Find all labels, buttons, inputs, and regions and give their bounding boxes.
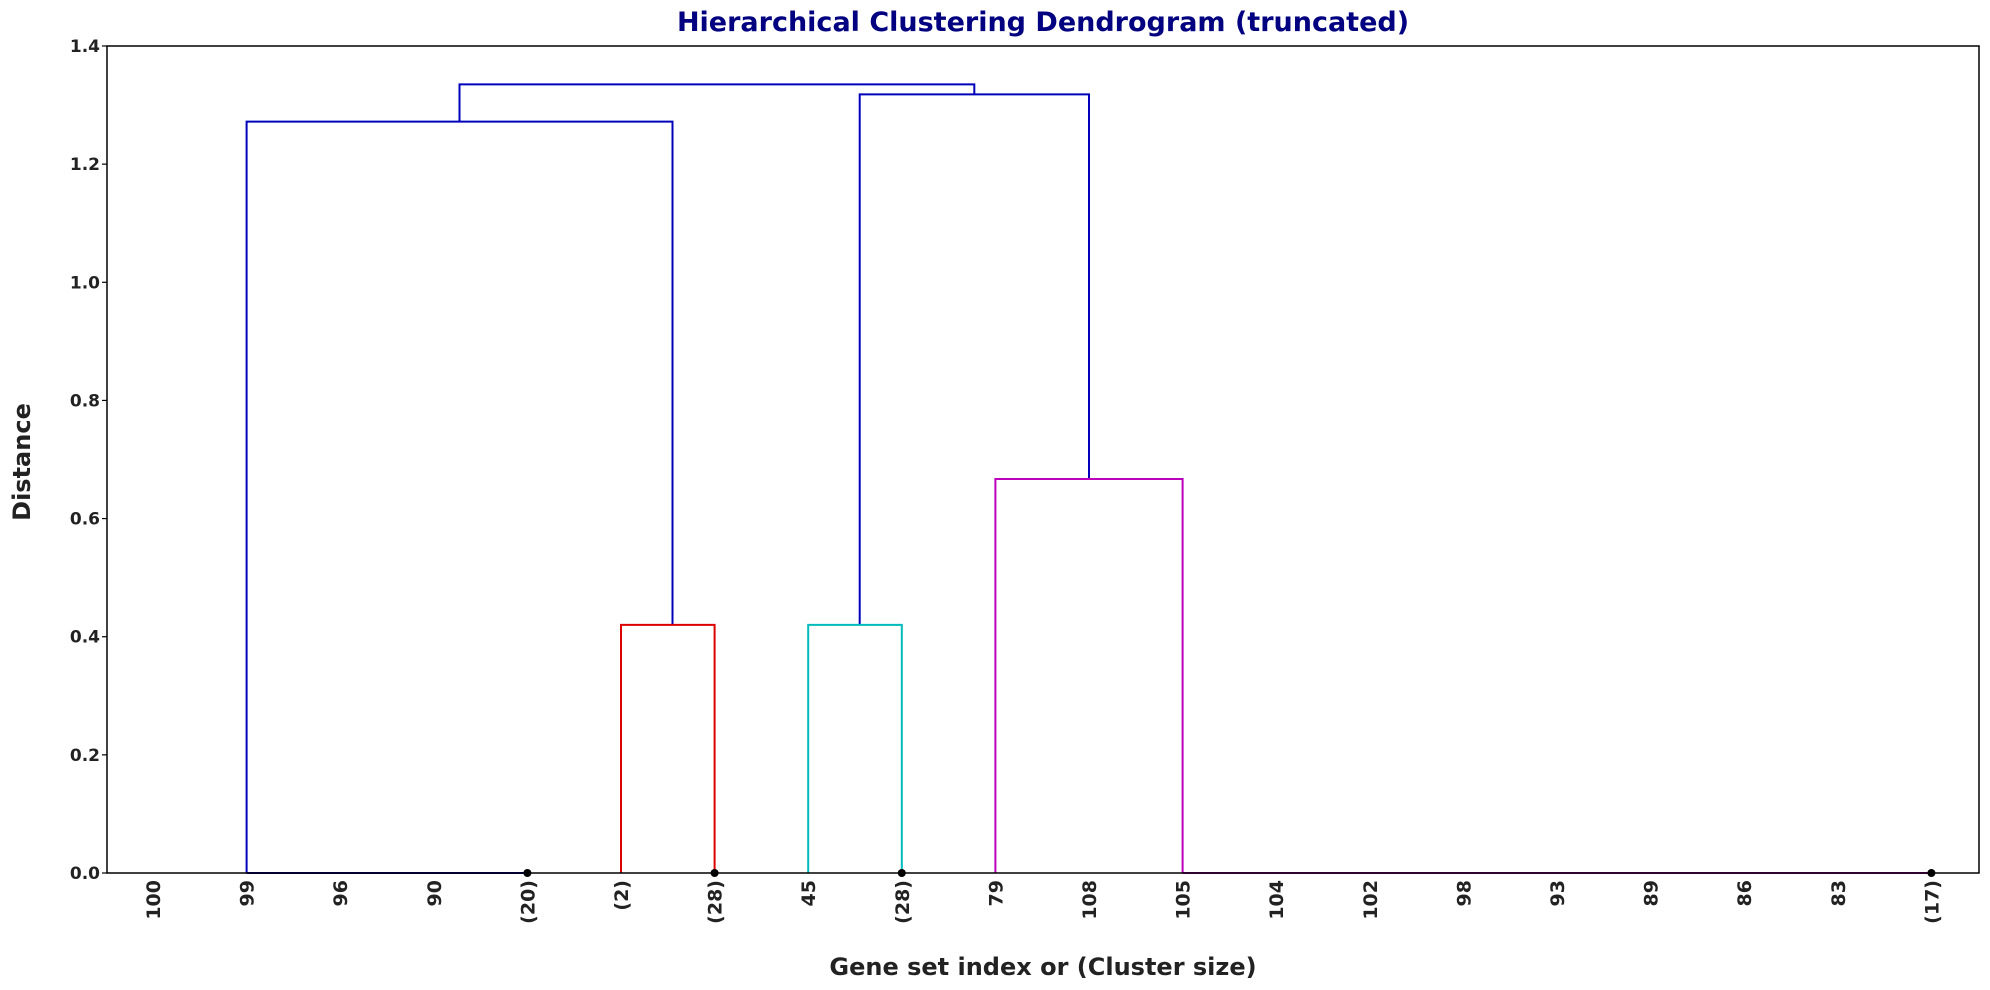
x-tick-label-3: 90 — [424, 880, 446, 906]
x-tick-label-18: 83 — [1828, 880, 1850, 906]
x-tick-label-13: 102 — [1360, 880, 1382, 920]
y-tick-label-5: 1.0 — [70, 273, 100, 293]
x-tick-label-12: 104 — [1266, 880, 1288, 920]
x-tick-label-7: 45 — [798, 880, 820, 906]
x-tick-label-17: 86 — [1734, 880, 1756, 906]
chart-title: Hierarchical Clustering Dendrogram (trun… — [677, 7, 1409, 38]
plot-frame — [106, 45, 1980, 874]
x-axis-label: Gene set index or (Cluster size) — [829, 953, 1256, 981]
x-tick-label-19: (17) — [1921, 880, 1943, 924]
dendrogram-link-5 — [994, 478, 1184, 873]
y-tick-label-0: 0.0 — [70, 864, 100, 884]
x-tick-label-15: 93 — [1547, 880, 1569, 906]
x-tick-label-0: 100 — [143, 880, 165, 920]
dendrogram-link-4 — [807, 623, 903, 873]
y-tick-label-4: 0.8 — [70, 391, 100, 411]
x-tick-label-10: 108 — [1079, 880, 1101, 920]
dendrogram-link-2 — [858, 93, 1090, 625]
x-tick-label-14: 98 — [1453, 880, 1475, 906]
dendrogram-links — [245, 83, 1184, 873]
y-tick-label-2: 0.4 — [70, 628, 100, 648]
y-tick-label-7: 1.4 — [70, 37, 100, 57]
x-tick-label-8: (28) — [892, 880, 914, 924]
x-tick-label-11: 105 — [1173, 880, 1195, 920]
x-tick-label-9: 79 — [985, 880, 1007, 906]
x-tick-label-4: (20) — [517, 880, 539, 924]
y-axis-label: Distance — [8, 403, 36, 521]
dendrogram-link-1 — [458, 83, 976, 122]
y-tick-label-6: 1.2 — [70, 155, 100, 175]
x-tick-label-2: 96 — [330, 880, 352, 906]
y-tick-label-1: 0.2 — [70, 746, 100, 766]
x-axis-ticks: 100 99 96 90 (20) (2) (28) 45 (28) 79 108 105 104 102… — [143, 880, 1943, 924]
y-tick-label-3: 0.6 — [70, 510, 100, 530]
x-tick-label-1: 99 — [237, 880, 259, 906]
x-tick-label-5: (2) — [611, 880, 633, 911]
y-axis-ticks: 0.0 0.2 0.4 0.6 0.8 1.0 1.2 1.4 — [70, 37, 107, 884]
dendrogram-link-3 — [620, 623, 716, 873]
dendrogram-link-0 — [245, 120, 674, 873]
x-tick-label-6: (28) — [705, 880, 727, 924]
x-tick-label-16: 89 — [1641, 880, 1663, 906]
